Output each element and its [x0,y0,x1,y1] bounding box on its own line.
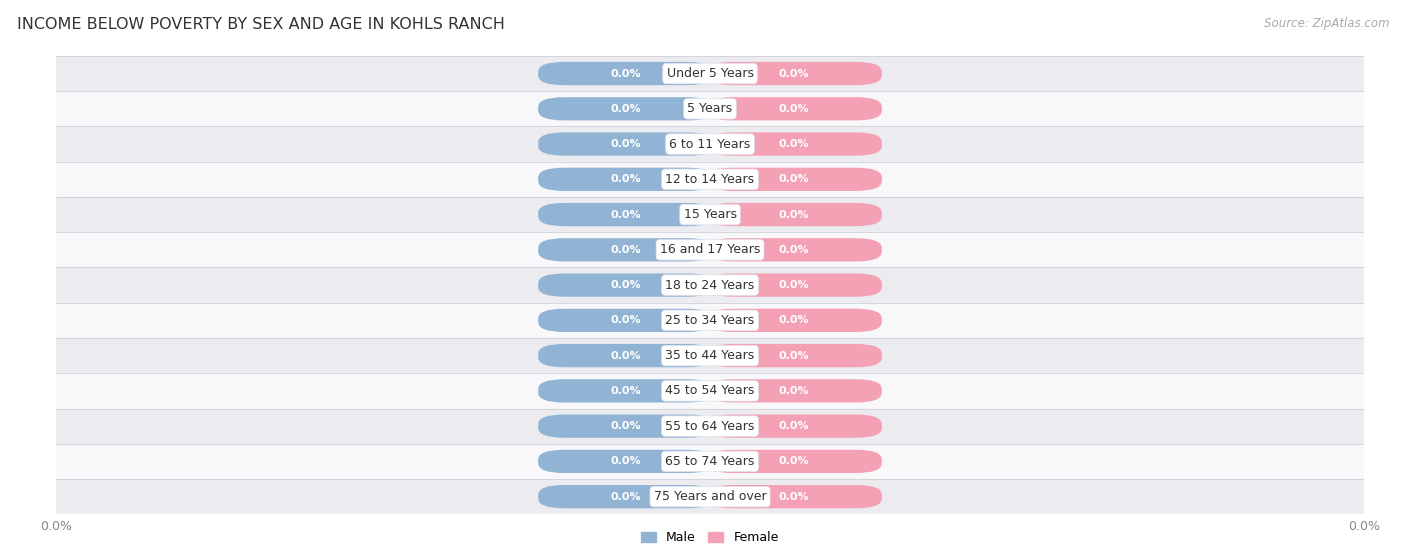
Text: 0.0%: 0.0% [779,350,810,361]
FancyBboxPatch shape [538,132,714,156]
Text: 0.0%: 0.0% [610,421,641,431]
Bar [56,444,1364,479]
Text: 0.0%: 0.0% [610,139,641,149]
Text: 0.0%: 0.0% [779,280,810,290]
FancyBboxPatch shape [706,97,882,120]
FancyBboxPatch shape [538,238,714,262]
Text: 0.0%: 0.0% [610,245,641,255]
Bar [56,409,1364,444]
Bar [56,162,1364,197]
Text: 0.0%: 0.0% [610,69,641,78]
FancyBboxPatch shape [706,309,882,332]
FancyBboxPatch shape [706,344,882,367]
Bar [56,56,1364,91]
Text: 0.0%: 0.0% [779,104,810,114]
Text: 0.0%: 0.0% [610,104,641,114]
Text: 0.0%: 0.0% [610,210,641,220]
FancyBboxPatch shape [538,379,714,402]
FancyBboxPatch shape [538,203,714,226]
Text: 75 Years and over: 75 Years and over [654,490,766,503]
Text: 45 to 54 Years: 45 to 54 Years [665,385,755,397]
Bar [56,303,1364,338]
FancyBboxPatch shape [538,62,714,85]
FancyBboxPatch shape [538,344,714,367]
FancyBboxPatch shape [538,97,714,120]
FancyBboxPatch shape [538,309,714,332]
Text: 65 to 74 Years: 65 to 74 Years [665,455,755,468]
FancyBboxPatch shape [706,450,882,473]
FancyBboxPatch shape [538,450,714,473]
Text: INCOME BELOW POVERTY BY SEX AND AGE IN KOHLS RANCH: INCOME BELOW POVERTY BY SEX AND AGE IN K… [17,17,505,32]
Text: Source: ZipAtlas.com: Source: ZipAtlas.com [1264,17,1389,30]
Text: 6 to 11 Years: 6 to 11 Years [669,138,751,150]
Text: 18 to 24 Years: 18 to 24 Years [665,278,755,292]
Bar [56,479,1364,514]
Bar [56,232,1364,267]
Bar [56,338,1364,373]
FancyBboxPatch shape [706,132,882,156]
Text: 35 to 44 Years: 35 to 44 Years [665,349,755,362]
FancyBboxPatch shape [706,414,882,438]
Text: 16 and 17 Years: 16 and 17 Years [659,243,761,257]
FancyBboxPatch shape [706,203,882,226]
Text: 0.0%: 0.0% [779,456,810,466]
Text: 0.0%: 0.0% [779,386,810,396]
Text: 0.0%: 0.0% [610,174,641,184]
Text: 0.0%: 0.0% [779,69,810,78]
Text: 0.0%: 0.0% [779,421,810,431]
Text: 12 to 14 Years: 12 to 14 Years [665,173,755,186]
Text: 0.0%: 0.0% [610,350,641,361]
Bar [56,91,1364,126]
Text: 0.0%: 0.0% [610,280,641,290]
FancyBboxPatch shape [538,414,714,438]
FancyBboxPatch shape [706,62,882,85]
Bar [56,373,1364,409]
Text: 0.0%: 0.0% [610,492,641,501]
Legend: Male, Female: Male, Female [637,526,783,549]
FancyBboxPatch shape [706,238,882,262]
FancyBboxPatch shape [538,273,714,297]
Text: 0.0%: 0.0% [610,315,641,325]
FancyBboxPatch shape [706,485,882,508]
FancyBboxPatch shape [538,485,714,508]
FancyBboxPatch shape [538,168,714,191]
Bar [56,267,1364,303]
Bar [56,126,1364,162]
Text: 0.0%: 0.0% [610,386,641,396]
Text: 0.0%: 0.0% [779,210,810,220]
Text: 0.0%: 0.0% [779,139,810,149]
Text: 0.0%: 0.0% [610,456,641,466]
Text: 15 Years: 15 Years [683,208,737,221]
Text: 25 to 34 Years: 25 to 34 Years [665,314,755,327]
Text: 0.0%: 0.0% [779,315,810,325]
FancyBboxPatch shape [706,379,882,402]
Text: 0.0%: 0.0% [779,245,810,255]
Text: 0.0%: 0.0% [779,174,810,184]
Text: 0.0%: 0.0% [779,492,810,501]
Text: Under 5 Years: Under 5 Years [666,67,754,80]
Text: 55 to 64 Years: 55 to 64 Years [665,420,755,433]
FancyBboxPatch shape [706,168,882,191]
Text: 5 Years: 5 Years [688,102,733,115]
Bar [56,197,1364,232]
FancyBboxPatch shape [706,273,882,297]
